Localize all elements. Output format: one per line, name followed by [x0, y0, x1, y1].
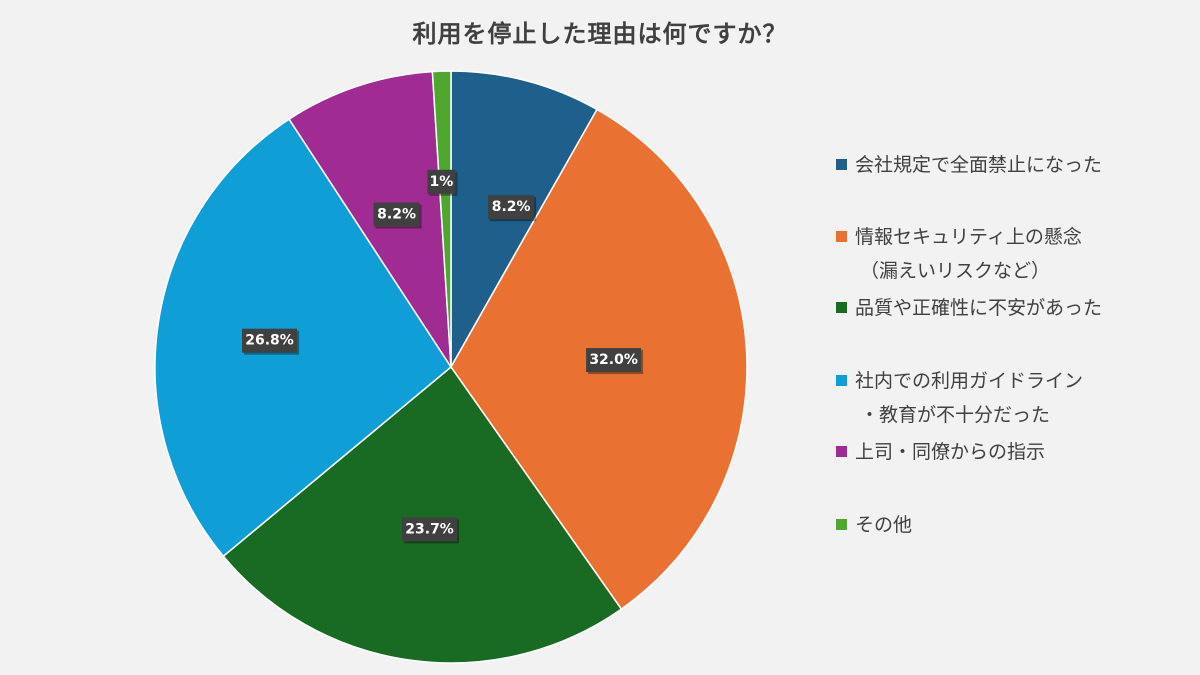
pie-slice-5 — [288, 70, 452, 370]
pie-slice-6 — [431, 70, 452, 368]
chart-title: 利用を停止した理由は何ですか？ — [412, 20, 788, 48]
legend-swatch-4 — [836, 375, 847, 386]
svg-text:23.7%: 23.7% — [405, 521, 454, 537]
legend-label-4-line-1: 社内での利用ガイドライン — [855, 370, 1084, 392]
legend-label-5-line-1: 上司・同僚からの指示 — [855, 441, 1046, 463]
pie-slice-4 — [154, 118, 452, 558]
data-label-3: 23.7% — [402, 517, 460, 544]
legend-swatch-5 — [836, 446, 847, 457]
legend-label-4-line-2: ・教育が不十分だった — [860, 404, 1051, 426]
svg-text:8.2%: 8.2% — [492, 199, 531, 215]
legend-item-1: 会社規定で全面禁止になった — [836, 148, 1102, 182]
legend-label-3-line-1: 品質や正確性に不安があった — [855, 297, 1103, 319]
legend-item-3: 品質や正確性に不安があった — [836, 291, 1102, 325]
data-label-2: 32.0% — [586, 348, 644, 375]
data-label-5: 8.2% — [373, 202, 422, 229]
data-label-4: 26.8% — [242, 328, 300, 355]
svg-text:32.0%: 32.0% — [589, 352, 638, 368]
data-label-1: 8.2% — [488, 195, 537, 222]
legend-item-6: その他 — [836, 508, 912, 542]
legend-swatch-1 — [836, 159, 847, 170]
legend-swatch-6 — [836, 519, 847, 530]
pie-slice-3 — [222, 365, 623, 664]
legend-swatch-2 — [836, 231, 847, 242]
legend-label-6-line-1: その他 — [855, 514, 913, 536]
data-label-6: 1% — [427, 169, 458, 196]
svg-text:26.8%: 26.8% — [245, 333, 294, 349]
legend-item-2: 情報セキュリティ上の懸念 （漏えいリスクなど） — [836, 220, 1082, 288]
legend-item-5: 上司・同僚からの指示 — [836, 435, 1045, 469]
svg-text:1%: 1% — [430, 174, 454, 190]
legend-label-2-line-2: （漏えいリスクなど） — [860, 260, 1051, 282]
legend-label-1-line-1: 会社規定で全面禁止になった — [855, 154, 1103, 176]
legend-label-2-line-1: 情報セキュリティ上の懸念 — [855, 226, 1082, 248]
legend-swatch-3 — [836, 302, 847, 313]
svg-text:8.2%: 8.2% — [377, 207, 416, 223]
legend-item-4: 社内での利用ガイドライン・教育が不十分だった — [836, 364, 1083, 432]
